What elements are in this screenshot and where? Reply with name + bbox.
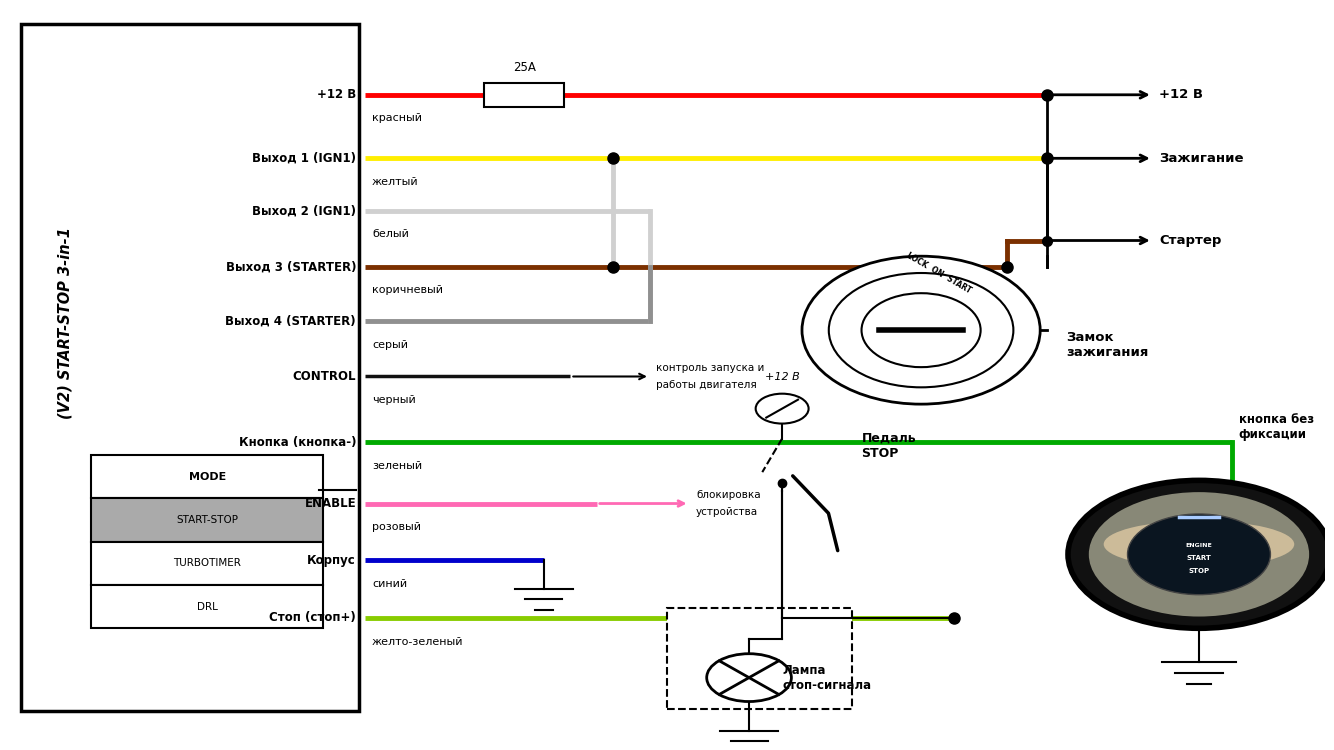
Text: Выход 3 (STARTER): Выход 3 (STARTER) (225, 260, 356, 273)
Text: белый: белый (372, 230, 408, 239)
Text: START: START (1186, 555, 1211, 561)
Text: блокировка: блокировка (696, 490, 760, 500)
Text: красный: красный (372, 113, 422, 124)
Circle shape (755, 394, 808, 424)
Text: 25A: 25A (512, 61, 535, 74)
Text: Стоп (стоп+): Стоп (стоп+) (269, 611, 356, 624)
Ellipse shape (1089, 492, 1309, 616)
Text: зеленый: зеленый (372, 461, 422, 471)
Text: коричневый: коричневый (372, 285, 443, 296)
Bar (91, 542, 323, 585)
Text: CONTROL: CONTROL (292, 370, 356, 383)
Text: Выход 4 (STARTER): Выход 4 (STARTER) (225, 315, 356, 328)
Text: кнопка без
фиксации: кнопка без фиксации (1239, 413, 1314, 441)
Ellipse shape (828, 273, 1014, 387)
Text: +12 В: +12 В (316, 88, 356, 101)
Text: желто-зеленый: желто-зеленый (372, 637, 463, 646)
Ellipse shape (1103, 520, 1294, 568)
Text: (V2) START-STOP 3-in-1: (V2) START-STOP 3-in-1 (57, 226, 72, 419)
Bar (667, 608, 852, 709)
Text: синий: синий (372, 579, 407, 589)
Text: Замок
зажигания: Замок зажигания (1067, 331, 1149, 359)
Text: контроль запуска и: контроль запуска и (656, 362, 764, 373)
Bar (91, 455, 323, 498)
Bar (91, 585, 323, 628)
Text: Выход 2 (IGN1): Выход 2 (IGN1) (252, 204, 356, 217)
Bar (91, 498, 323, 542)
Text: Корпус: Корпус (307, 554, 356, 567)
Bar (484, 82, 564, 106)
Text: +12 В: +12 В (764, 373, 799, 382)
Text: черный: черный (372, 395, 416, 405)
Text: ENGINE: ENGINE (1186, 543, 1213, 548)
Bar (21, 24, 359, 711)
Ellipse shape (862, 293, 980, 368)
Text: LOCK  ON  START: LOCK ON START (904, 251, 972, 296)
Text: DRL: DRL (196, 602, 217, 612)
Circle shape (707, 654, 791, 701)
Text: желтый: желтый (372, 177, 419, 187)
Text: устройства: устройства (696, 508, 758, 518)
Text: серый: серый (372, 340, 408, 350)
Text: Педаль
STOP: Педаль STOP (862, 432, 916, 460)
Ellipse shape (802, 256, 1041, 404)
Ellipse shape (1127, 514, 1270, 595)
Text: Кнопка (кнопка-): Кнопка (кнопка-) (239, 436, 356, 448)
Text: работы двигателя: работы двигателя (656, 380, 758, 391)
Text: STOP: STOP (1189, 568, 1210, 574)
Text: Стартер: Стартер (1159, 234, 1222, 247)
Text: Лампа
стоп-сигнала: Лампа стоп-сигнала (782, 664, 871, 692)
Text: Зажигание: Зажигание (1159, 152, 1243, 165)
Text: ENABLE: ENABLE (304, 497, 356, 510)
Text: MODE: MODE (188, 472, 225, 482)
Text: START-STOP: START-STOP (176, 515, 239, 525)
Text: TURBOTIMER: TURBOTIMER (173, 558, 241, 568)
Text: розовый: розовый (372, 522, 422, 532)
Ellipse shape (1069, 480, 1330, 628)
Text: +12 В: +12 В (1159, 88, 1203, 101)
Text: Выход 1 (IGN1): Выход 1 (IGN1) (252, 152, 356, 165)
